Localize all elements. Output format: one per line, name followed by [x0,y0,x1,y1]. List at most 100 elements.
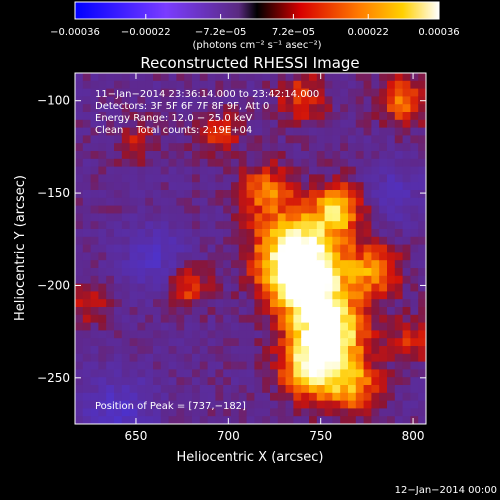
heatmap-cell [348,330,357,339]
heatmap-cell [129,174,138,183]
heatmap-cell [246,353,255,363]
heatmap-cell [371,392,380,402]
heatmap-cell [145,229,154,238]
heatmap-cell [293,190,302,199]
heatmap-cell [387,80,396,90]
heatmap-cell [129,353,138,363]
heatmap-cell [355,299,365,308]
heatmap-cell [82,104,92,113]
heatmap-cell [137,182,146,191]
heatmap-cell [418,197,426,207]
heatmap-cell [316,385,326,394]
heatmap-cell [293,338,302,347]
heatmap-cell [316,166,326,175]
heatmap-cell [223,322,232,331]
heatmap-cell [262,197,271,207]
heatmap-cell [176,353,185,363]
heatmap-cell [231,213,240,222]
heatmap-cell [168,205,177,214]
heatmap-cell [238,361,248,370]
heatmap-cell [223,299,232,308]
heatmap-cell [309,392,318,402]
heatmap-cell [121,112,131,121]
heatmap-cell [82,361,92,370]
heatmap-cell [82,197,92,207]
heatmap-cell [371,104,380,113]
heatmap-cell [371,291,380,300]
heatmap-cell [246,260,255,269]
heatmap-cell [106,73,115,82]
heatmap-cell [215,361,224,370]
heatmap-cell [153,322,162,331]
heatmap-cell [153,408,162,417]
heatmap-cell [293,361,302,370]
heatmap-cell [231,400,240,409]
heatmap-cell [145,346,154,355]
heatmap-cell [379,104,388,113]
heatmap-cell [184,416,193,424]
heatmap-cell [75,299,84,308]
heatmap-cell [160,88,170,97]
heatmap-cell [121,213,131,222]
heatmap-cell [324,143,333,152]
heatmap-cell [410,244,419,253]
heatmap-cell [160,291,170,300]
heatmap-cell [262,408,271,417]
heatmap-cell [355,346,365,355]
heatmap-cell [324,268,333,277]
heatmap-cell [176,291,185,300]
heatmap-cell [285,314,294,324]
heatmap-cell [371,80,380,90]
heatmap-cell [106,112,115,121]
heatmap-cell [309,338,318,347]
heatmap-cell [402,416,411,424]
heatmap-cell [324,416,333,424]
heatmap-cell [301,330,310,339]
heatmap-cell [355,400,365,409]
heatmap-cell [215,244,224,253]
heatmap-cell [340,213,349,222]
heatmap-cell [246,190,255,199]
heatmap-cell [137,338,146,347]
heatmap-cell [176,408,185,417]
heatmap-cell [277,197,287,207]
y-tick-label: −150 [37,186,70,200]
heatmap-cell [285,361,294,370]
heatmap-cell [129,236,138,246]
heatmap-cell [293,96,302,105]
heatmap-cell [238,96,248,105]
heatmap-cell [293,104,302,113]
heatmap-cell [129,369,138,378]
heatmap-cell [316,112,326,121]
heatmap-cell [348,385,357,394]
heatmap-cell [215,400,224,409]
heatmap-cell [379,307,388,316]
heatmap-cell [168,151,177,160]
heatmap-cell [98,392,107,402]
heatmap-cell [270,229,279,238]
heatmap-cell [270,213,279,222]
heatmap-cell [199,353,209,363]
heatmap-cell [121,143,131,152]
heatmap-cell [145,392,154,402]
heatmap-cell [106,182,115,191]
heatmap-cell [402,322,411,331]
heatmap-cell [402,119,411,129]
heatmap-cell [207,166,216,175]
heatmap-cell [98,236,107,246]
heatmap-cell [270,182,279,191]
heatmap-cell [231,330,240,339]
heatmap-cell [121,174,131,183]
heatmap-cell [254,338,263,347]
heatmap-cell [246,88,255,97]
heatmap-cell [285,151,294,160]
heatmap-cell [254,197,263,207]
heatmap-cell [348,275,357,285]
heatmap-cell [82,174,92,183]
heatmap-cell [316,229,326,238]
heatmap-cell [246,182,255,191]
heatmap-cell [176,369,185,378]
heatmap-cell [223,96,232,105]
heatmap-cell [168,291,177,300]
heatmap-cell [199,369,209,378]
